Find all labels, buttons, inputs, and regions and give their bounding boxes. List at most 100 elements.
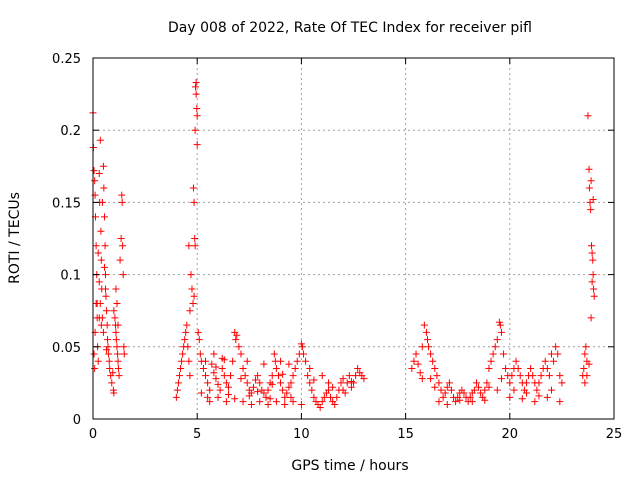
data-point (245, 392, 253, 400)
data-point (274, 372, 282, 380)
data-point (554, 350, 562, 358)
data-point (173, 386, 181, 394)
data-point (105, 350, 113, 358)
data-point (297, 340, 305, 348)
data-point (92, 242, 100, 250)
data-point (189, 299, 197, 307)
data-point (331, 401, 339, 409)
data-point (266, 395, 274, 403)
grid-lines (93, 58, 614, 419)
data-point (110, 307, 118, 315)
data-point (100, 213, 108, 221)
data-point (254, 388, 262, 396)
data-point (191, 126, 199, 134)
data-point (493, 336, 501, 344)
data-point (186, 307, 194, 315)
data-point (318, 372, 326, 380)
data-point (590, 292, 598, 300)
data-point (116, 256, 124, 264)
data-point (252, 376, 260, 384)
data-point (502, 364, 510, 372)
data-point (262, 393, 270, 401)
y-tick-label: 0.25 (52, 52, 81, 67)
data-point (103, 307, 111, 315)
data-point (443, 383, 451, 391)
data-point (114, 321, 122, 329)
data-point (588, 278, 596, 286)
data-point (485, 383, 493, 391)
x-tick-label: 5 (193, 427, 201, 442)
data-point (179, 350, 187, 358)
data-point (475, 383, 483, 391)
data-point (533, 386, 541, 394)
data-point (441, 389, 449, 397)
data-point (112, 336, 120, 344)
data-point (339, 375, 347, 383)
data-point (94, 249, 102, 257)
data-point (541, 357, 549, 365)
data-point (212, 375, 220, 383)
data-point (308, 386, 316, 394)
data-point (97, 321, 105, 329)
data-point (233, 331, 241, 339)
data-point (589, 256, 597, 264)
data-point (206, 398, 214, 406)
data-point (489, 350, 497, 358)
data-point (423, 336, 431, 344)
data-point (112, 328, 120, 336)
x-tick-label: 15 (397, 427, 414, 442)
data-point (587, 242, 595, 250)
data-point (256, 398, 264, 406)
data-point (243, 357, 251, 365)
data-point (427, 350, 435, 358)
data-point (287, 379, 295, 387)
data-point (497, 328, 505, 336)
data-point (316, 403, 324, 411)
data-point (231, 395, 239, 403)
data-point (281, 401, 289, 409)
data-point (585, 184, 593, 192)
data-point (218, 364, 226, 372)
data-point (514, 364, 522, 372)
data-point (91, 364, 99, 372)
x-axis-title: GPS time / hours (291, 458, 408, 474)
data-point (95, 278, 103, 286)
data-point (114, 364, 122, 372)
data-point (433, 372, 441, 380)
data-point (468, 398, 476, 406)
data-point (272, 398, 280, 406)
data-point (264, 386, 272, 394)
data-point (111, 314, 119, 322)
data-point (108, 379, 116, 387)
data-point (91, 177, 99, 185)
data-point (283, 389, 291, 397)
data-point (99, 162, 107, 170)
data-point (103, 321, 111, 329)
data-point (347, 377, 355, 385)
data-point (118, 198, 126, 206)
data-point (90, 167, 98, 175)
data-point (202, 372, 210, 380)
data-point (181, 336, 189, 344)
data-point (260, 360, 268, 368)
data-point (580, 364, 588, 372)
x-tick-label: 10 (293, 427, 310, 442)
data-point (197, 389, 205, 397)
y-tick-label: 0.15 (52, 196, 81, 211)
data-point (439, 393, 447, 401)
data-point (186, 372, 194, 380)
data-point (427, 375, 435, 383)
data-points (89, 79, 598, 411)
data-point (96, 299, 104, 307)
data-point (543, 364, 551, 372)
data-point (584, 112, 592, 120)
data-point (547, 350, 555, 358)
data-point (582, 343, 590, 351)
data-point (202, 357, 210, 365)
data-point (431, 383, 439, 391)
data-point (324, 379, 332, 387)
data-point (224, 383, 232, 391)
data-point (220, 372, 228, 380)
data-point (556, 372, 564, 380)
data-point (412, 350, 420, 358)
